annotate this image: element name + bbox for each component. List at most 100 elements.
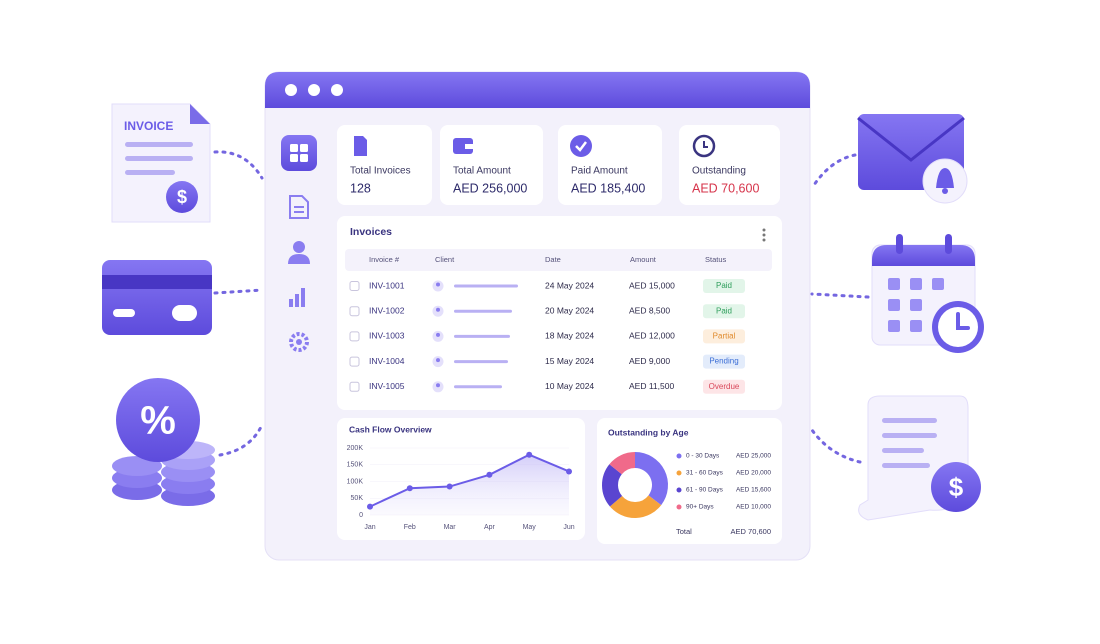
x-tick-label: Mar [444, 524, 457, 531]
card-label: Total Amount [453, 166, 511, 177]
client-avatar [436, 358, 440, 363]
card-icon [570, 135, 592, 157]
data-point [526, 451, 533, 458]
invoice-id: INV-1003 [369, 331, 405, 341]
y-tick-label: 0 [359, 512, 363, 519]
table-header: Invoice # [369, 255, 400, 264]
table-header: Date [545, 255, 561, 264]
row-checkbox[interactable] [349, 356, 360, 367]
donut-slice [634, 452, 668, 506]
legend-label: 31 - 60 Days [686, 470, 724, 477]
nav-reports[interactable] [289, 288, 305, 307]
invoice-date: 10 May 2024 [545, 381, 594, 391]
invoice-label: INVOICE [124, 119, 173, 133]
data-point [566, 468, 572, 475]
card-label: Total Invoices [350, 166, 411, 177]
data-point [446, 483, 453, 490]
status-badge [703, 329, 745, 344]
sidebar [281, 135, 317, 352]
credit-card-icon [102, 260, 212, 335]
client-avatar [436, 307, 440, 312]
area [370, 454, 569, 515]
card-label: Paid Amount [571, 166, 628, 177]
table-header: Client [435, 255, 455, 264]
client-bar [454, 334, 510, 338]
connectors [213, 150, 870, 464]
client-bar [454, 360, 508, 364]
invoice-amount: AED 8,500 [629, 305, 670, 315]
invoice-date: 20 May 2024 [545, 305, 594, 315]
nav-clients[interactable] [288, 241, 310, 264]
donut-slice [609, 494, 662, 518]
coins-icon: % [112, 378, 215, 506]
line [369, 453, 570, 508]
status-badge [703, 279, 745, 293]
legend-swatch [676, 453, 682, 459]
invoice-date: 24 May 2024 [545, 280, 594, 290]
y-tick-label: 100K [347, 478, 364, 485]
nav-settings[interactable] [289, 332, 309, 352]
legend-value: AED 25,000 [736, 453, 771, 460]
row-checkbox[interactable] [349, 381, 360, 392]
legend-label: 0 - 30 Days [686, 453, 720, 460]
invoice-amount: AED 15,000 [629, 280, 675, 290]
x-tick-label: Feb [404, 524, 416, 531]
data-point [486, 471, 493, 478]
donut-slice [609, 452, 636, 475]
calendar-icon [871, 234, 984, 353]
invoice-id: INV-1001 [369, 280, 405, 290]
status-label: Paid [716, 281, 732, 290]
table-header: Amount [630, 255, 657, 264]
legend-label: 90+ Days [686, 504, 714, 511]
invoice-icon: INVOICE $ [111, 103, 211, 223]
card-value: AED 256,000 [453, 181, 527, 195]
table-header-bg [345, 249, 772, 271]
legend-swatch [676, 504, 682, 510]
legend-label: 61 - 90 Days [686, 487, 724, 494]
invoice-date: 15 May 2024 [545, 356, 594, 366]
invoice-id: INV-1002 [369, 305, 405, 315]
mail-icon [857, 114, 968, 204]
card-icon [465, 144, 473, 149]
receipt-icon: $ [858, 395, 981, 521]
client-bar [454, 284, 518, 288]
invoice-amount: AED 12,000 [629, 331, 675, 341]
card-icon [703, 141, 708, 148]
card-value: AED 185,400 [571, 181, 645, 195]
invoice-amount: AED 9,000 [629, 356, 670, 366]
card-icon [575, 141, 587, 152]
invoice-amount: AED 11,500 [629, 381, 674, 391]
nav-dashboard[interactable] [281, 135, 317, 171]
y-tick-label: 50K [351, 495, 364, 502]
y-tick-label: 200K [347, 445, 364, 452]
card-value: 128 [350, 181, 371, 195]
status-badge [703, 379, 745, 394]
card-icon [692, 134, 716, 158]
x-tick-label: Apr [484, 524, 496, 531]
card-label: Outstanding [692, 166, 746, 177]
row-checkbox[interactable] [349, 331, 360, 342]
status-label: Paid [716, 306, 732, 315]
table-header: Status [705, 255, 727, 264]
status-label: Pending [709, 357, 738, 366]
row-checkbox[interactable] [349, 281, 360, 291]
invoice-date: 18 May 2024 [545, 331, 594, 341]
total-value: AED 70,600 [731, 527, 771, 536]
status-badge [703, 354, 745, 369]
y-tick-label: 150K [347, 462, 364, 469]
dollar-sign: $ [177, 187, 187, 207]
row-checkbox[interactable] [349, 306, 360, 317]
legend-value: AED 15,600 [736, 487, 771, 494]
legend-value: AED 20,000 [736, 470, 771, 477]
percent-sign: % [140, 399, 176, 443]
nav-invoices[interactable] [289, 195, 309, 219]
status-badge [703, 304, 745, 319]
data-point [406, 485, 413, 492]
panel-title: Invoices [350, 226, 392, 238]
invoice-id: INV-1004 [369, 356, 405, 366]
client-avatar [436, 282, 440, 287]
client-bar [454, 385, 502, 389]
donut-slice [602, 464, 623, 507]
